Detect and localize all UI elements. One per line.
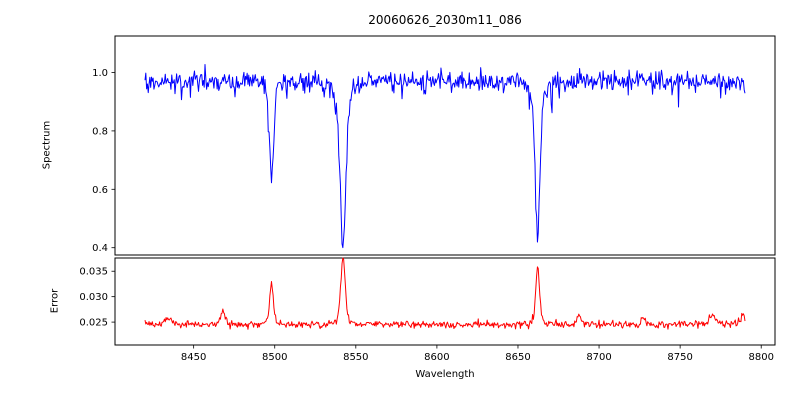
chart-title: 20060626_2030m11_086 xyxy=(368,13,522,27)
xtick-label: 8500 xyxy=(262,352,287,363)
error-ytick-label: 0.025 xyxy=(79,318,108,329)
xtick-label: 8750 xyxy=(667,352,692,363)
xtick-label: 8650 xyxy=(505,352,530,363)
xtick-label: 8600 xyxy=(424,352,449,363)
spectrum-axes-frame xyxy=(114,35,776,256)
error-ytick-label: 0.030 xyxy=(79,292,108,303)
error-axes-frame xyxy=(114,257,776,346)
tick-marks-and-labels: 0.4 0.6 0.8 1.0 0.025 0.030 0.035 8450 8500 8550 8… xyxy=(79,68,774,363)
spectrum-ytick-label: 0.8 xyxy=(92,126,108,137)
spectrum-ytick-label: 1.0 xyxy=(92,68,108,79)
error-ytick-label: 0.035 xyxy=(79,267,108,278)
x-axis-label: Wavelength xyxy=(415,369,475,380)
error-line xyxy=(144,257,746,330)
xtick-label: 8550 xyxy=(343,352,368,363)
xtick-label: 8450 xyxy=(181,352,206,363)
spectrum-ytick-label: 0.4 xyxy=(92,243,108,254)
spectrum-y-axis-label: Spectrum xyxy=(41,120,53,170)
spectrum-ytick-label: 0.6 xyxy=(92,185,108,196)
spectrum-line xyxy=(144,64,746,249)
xtick-label: 8700 xyxy=(586,352,611,363)
error-y-axis-label: Error xyxy=(49,288,61,314)
axes-frames xyxy=(114,35,776,346)
xtick-label: 8800 xyxy=(748,352,773,363)
